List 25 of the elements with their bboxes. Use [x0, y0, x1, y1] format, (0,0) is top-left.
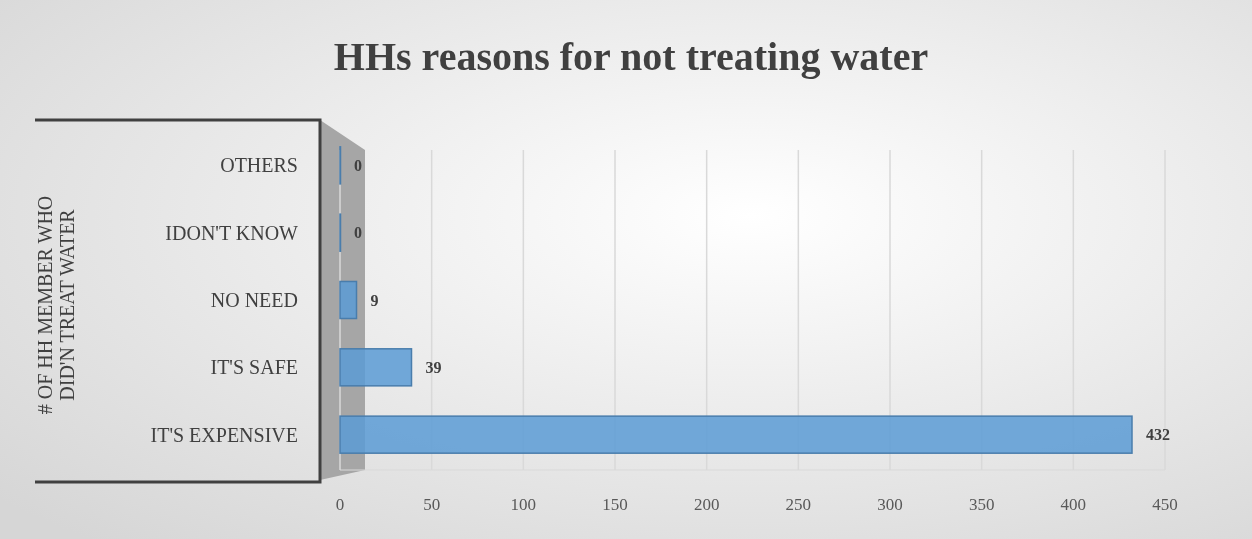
- y-tick-label: IDON'T KNOW: [165, 221, 299, 244]
- x-tick-label: 100: [510, 495, 537, 514]
- bar: [339, 348, 413, 387]
- x-tick-label: 250: [785, 495, 812, 514]
- y-tick-label: OTHERS: [220, 154, 298, 177]
- y-tick-label: NO NEED: [210, 289, 298, 311]
- x-tick-label: 300: [877, 495, 903, 514]
- y-axis-title: # OF HH MEMBER WHO DID'N TREAT WATER: [34, 195, 78, 415]
- bar: [339, 415, 1133, 454]
- data-label: 9: [370, 291, 379, 309]
- y-tick-label: IT'S SAFE: [210, 356, 298, 379]
- x-tick-label: 50: [423, 495, 441, 514]
- chart-title: HHs reasons for not treating water: [333, 34, 929, 79]
- data-label: 0: [354, 224, 362, 242]
- x-tick-label: 350: [968, 495, 995, 514]
- data-label: 0: [354, 156, 362, 174]
- data-label: 39: [425, 358, 442, 376]
- x-tick-label: 400: [1060, 495, 1087, 514]
- bar: [339, 280, 358, 320]
- x-tick-label: 200: [693, 495, 720, 514]
- data-label: 432: [1146, 426, 1170, 444]
- x-tick-label: 0: [335, 495, 345, 514]
- y-tick-label: IT'S EXPENSIVE: [150, 423, 298, 446]
- x-tick-label: 150: [602, 495, 628, 514]
- x-tick-label: 450: [1152, 495, 1178, 514]
